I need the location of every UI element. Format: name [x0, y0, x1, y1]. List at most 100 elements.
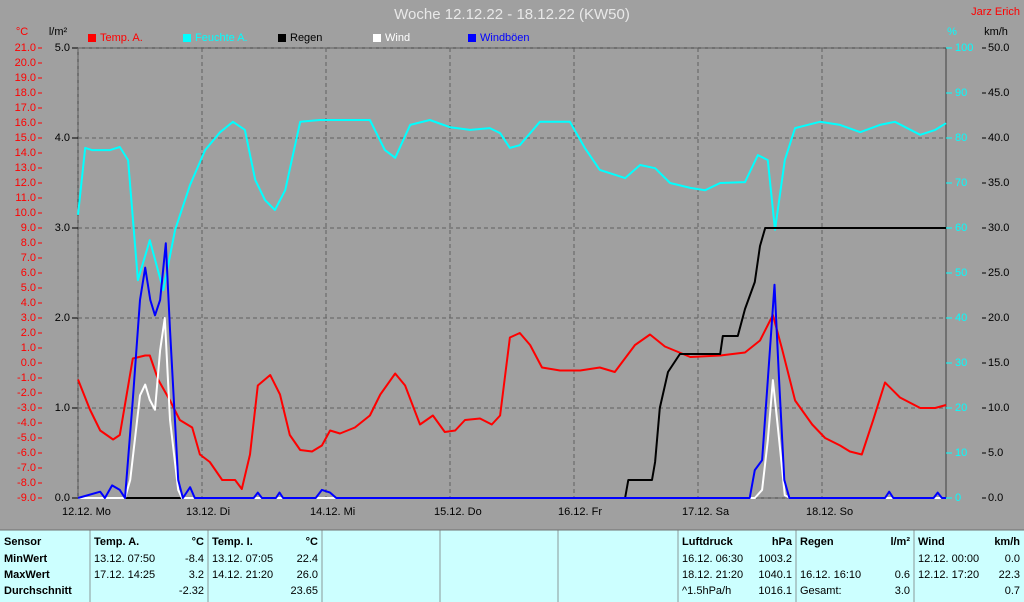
cell-time: 17.12. 14:25 — [94, 569, 155, 581]
row-label: Durchschnitt — [4, 585, 72, 597]
cell-time: 14.12. 21:20 — [212, 569, 273, 581]
column-title: Temp. A. — [94, 536, 139, 548]
author: Jarz Erich — [971, 6, 1020, 18]
x-tick-label: 15.12. Do — [434, 506, 482, 518]
column-title: Regen — [800, 536, 834, 548]
y-tick-label: 4.0 — [21, 297, 36, 309]
chart-title: Woche 12.12.22 - 18.12.22 (KW50) — [394, 6, 630, 23]
cell-value: 3.2 — [189, 569, 204, 581]
y-tick-label: 0.0 — [988, 492, 1003, 504]
legend-label: Regen — [290, 32, 322, 44]
y-tick-label: 0 — [955, 492, 961, 504]
series-line — [77, 314, 947, 490]
y-tick-label: 9.0 — [21, 222, 36, 234]
y-tick-label: 18.0 — [15, 87, 36, 99]
y-tick-label: 30.0 — [988, 222, 1009, 234]
y-tick-label: 7.0 — [21, 252, 36, 264]
cell-value: 0.7 — [1005, 585, 1020, 597]
cell-value: 22.3 — [999, 569, 1020, 581]
cell-time: 13.12. 07:05 — [212, 553, 273, 565]
cell-time: ^1.5hPa/h — [682, 585, 731, 597]
y-tick-label: 20.0 — [15, 57, 36, 69]
y-tick-label: 10.0 — [988, 402, 1009, 414]
y-tick-label: 45.0 — [988, 87, 1009, 99]
y-tick-label: 15.0 — [988, 357, 1009, 369]
series-line — [77, 242, 946, 499]
y-tick-label: -7.0 — [17, 462, 36, 474]
y-tick-label: 11.0 — [15, 192, 36, 204]
cell-value: 22.4 — [297, 553, 318, 565]
y-tick-label: 2.0 — [21, 327, 36, 339]
cell-time: 12.12. 00:00 — [918, 553, 979, 565]
y-tick-label: 30 — [955, 357, 967, 369]
y-tick-label: 2.0 — [55, 312, 70, 324]
axis-unit: % — [947, 26, 957, 38]
y-tick-label: 40.0 — [988, 132, 1009, 144]
cell-time: Gesamt: — [800, 585, 842, 597]
y-tick-label: -8.0 — [17, 477, 36, 489]
y-tick-label: 20.0 — [988, 312, 1009, 324]
legend-label: Wind — [385, 32, 410, 44]
legend-swatch — [468, 34, 476, 42]
series-line — [78, 227, 946, 499]
cell-value: 23.65 — [290, 585, 318, 597]
cell-value: 0.6 — [895, 569, 910, 581]
legend-swatch — [183, 34, 191, 42]
y-tick-label: 0.0 — [55, 492, 70, 504]
x-tick-label: 12.12. Mo — [62, 506, 111, 518]
column-unit: hPa — [772, 536, 793, 548]
legend-label: Windböen — [480, 32, 530, 44]
cell-time: 18.12. 21:20 — [682, 569, 743, 581]
y-tick-label: 8.0 — [21, 237, 36, 249]
plot-area — [77, 47, 947, 499]
cell-value: -2.32 — [179, 585, 204, 597]
y-tick-label: 16.0 — [15, 117, 36, 129]
y-tick-label: -4.0 — [17, 417, 36, 429]
cell-value: 26.0 — [297, 569, 318, 581]
y-tick-label: 35.0 — [988, 177, 1009, 189]
y-tick-label: 70 — [955, 177, 967, 189]
y-tick-label: 25.0 — [988, 267, 1009, 279]
y-tick-label: 4.0 — [55, 132, 70, 144]
row-label: MaxWert — [4, 569, 50, 581]
column-title: Sensor — [4, 536, 42, 548]
axis-unit: l/m² — [49, 26, 68, 38]
stats-table — [0, 530, 1024, 602]
legend-swatch — [373, 34, 381, 42]
y-tick-label: 5.0 — [988, 447, 1003, 459]
cell-time: 16.12. 06:30 — [682, 553, 743, 565]
cell-value: 1003.2 — [758, 553, 792, 565]
cell-value: 1040.1 — [758, 569, 792, 581]
cell-time: 16.12. 16:10 — [800, 569, 861, 581]
y-tick-label: -6.0 — [17, 447, 36, 459]
y-tick-label: 17.0 — [15, 102, 36, 114]
y-tick-label: 5.0 — [21, 282, 36, 294]
axis-unit: km/h — [984, 26, 1008, 38]
cell-time: 13.12. 07:50 — [94, 553, 155, 565]
y-tick-label: 19.0 — [15, 72, 36, 84]
legend-label: Feuchte A. — [195, 32, 248, 44]
y-tick-label: 80 — [955, 132, 967, 144]
y-tick-label: 5.0 — [55, 42, 70, 54]
y-tick-label: 60 — [955, 222, 967, 234]
y-tick-label: 1.0 — [21, 342, 36, 354]
y-tick-label: 14.0 — [15, 147, 36, 159]
column-unit: km/h — [994, 536, 1020, 548]
cell-value: 1016.1 — [758, 585, 792, 597]
column-title: Luftdruck — [682, 536, 734, 548]
axis-unit: °C — [16, 26, 28, 38]
column-unit: °C — [192, 536, 204, 548]
column-unit: l/m² — [890, 536, 910, 548]
y-tick-label: 20 — [955, 402, 967, 414]
column-title: Temp. I. — [212, 536, 253, 548]
cell-value: 3.0 — [895, 585, 910, 597]
column-unit: °C — [306, 536, 318, 548]
y-tick-label: 13.0 — [15, 162, 36, 174]
x-tick-label: 18.12. So — [806, 506, 853, 518]
y-tick-label: 21.0 — [15, 42, 36, 54]
y-tick-label: 50 — [955, 267, 967, 279]
y-tick-label: 12.0 — [15, 177, 36, 189]
cell-value: -8.4 — [185, 553, 204, 565]
x-tick-label: 13.12. Di — [186, 506, 230, 518]
